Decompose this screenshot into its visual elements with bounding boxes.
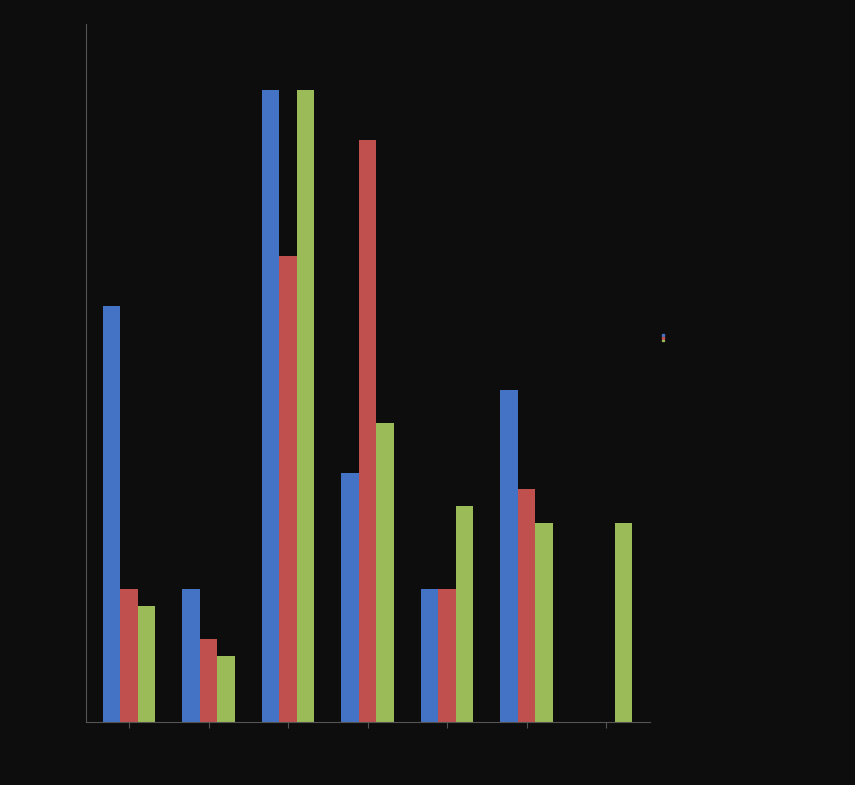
Bar	[421, 589, 439, 722]
Bar	[615, 523, 633, 722]
Bar	[121, 589, 138, 722]
Bar	[518, 489, 535, 722]
Bar	[341, 473, 359, 722]
Bar	[182, 589, 200, 722]
Bar	[138, 606, 156, 722]
Bar	[262, 90, 280, 722]
Bar	[535, 523, 553, 722]
Legend: , , : , ,	[662, 334, 664, 342]
Bar	[280, 257, 297, 722]
Bar	[500, 389, 518, 722]
Bar	[456, 506, 474, 722]
Bar	[103, 306, 121, 722]
Bar	[376, 423, 394, 722]
Bar	[200, 639, 217, 722]
Bar	[297, 90, 315, 722]
Bar	[439, 589, 456, 722]
Bar	[359, 140, 376, 722]
Bar	[217, 655, 235, 722]
